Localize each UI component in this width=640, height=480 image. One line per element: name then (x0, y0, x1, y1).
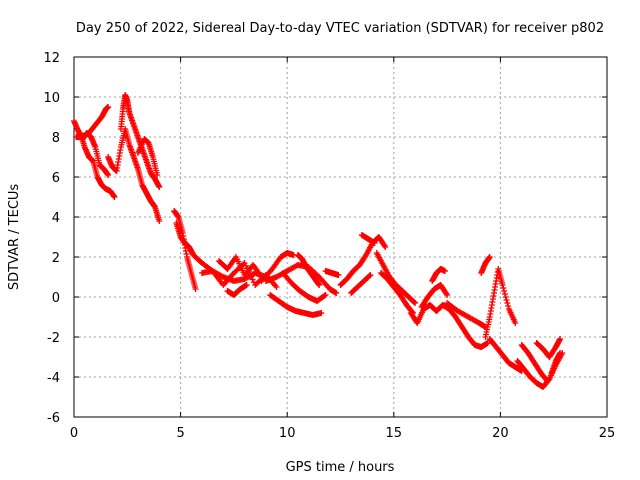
series-arc19 (348, 272, 374, 296)
data-point (322, 292, 329, 298)
data-point (156, 184, 163, 190)
y-tick-label: 6 (52, 171, 60, 186)
y-tick-label: 2 (52, 251, 60, 266)
data-point (486, 254, 493, 260)
series-arc24 (418, 282, 451, 310)
series-arc17 (322, 268, 342, 278)
x-axis-label: GPS time / hours (286, 460, 395, 475)
data-point (411, 299, 418, 306)
x-tick-label: 0 (70, 426, 78, 441)
data-point (242, 262, 249, 269)
grid-lines (74, 57, 607, 417)
data-point (105, 104, 112, 110)
series-arc13 (258, 250, 297, 284)
data-point (557, 336, 564, 342)
x-tick-label: 20 (492, 426, 509, 441)
x-tick-label: 15 (386, 426, 403, 441)
data-point (156, 218, 163, 224)
data-point (367, 272, 374, 278)
data-point (484, 340, 491, 346)
data-points (71, 92, 566, 390)
y-tick-label: 10 (43, 91, 60, 106)
y-tick-label: 8 (52, 131, 60, 146)
y-axis-label: SDTVAR / TECUs (7, 184, 22, 291)
y-tick-label: 4 (52, 211, 60, 226)
data-point (105, 172, 112, 178)
data-point (502, 294, 509, 300)
series-arc25 (429, 266, 448, 284)
series-arc16 (294, 252, 323, 288)
data-point (503, 297, 510, 303)
y-tick-label: -2 (47, 331, 60, 346)
x-tick-label: 25 (599, 426, 616, 441)
data-point (154, 172, 161, 178)
data-point (441, 268, 448, 274)
series-arc4 (105, 126, 163, 224)
data-point (501, 291, 508, 297)
data-point (504, 300, 511, 306)
series-arc22 (378, 270, 416, 316)
data-point (243, 282, 250, 288)
data-point (249, 276, 256, 283)
data-point (443, 290, 450, 297)
y-tick-label: -4 (47, 371, 60, 386)
data-point (381, 242, 388, 249)
series-arc31 (518, 342, 551, 384)
series-arc6 (134, 136, 161, 178)
y-tick-label: 0 (52, 291, 60, 306)
series-arc3 (73, 104, 112, 140)
data-point (505, 303, 512, 309)
series-arc33 (548, 350, 564, 376)
data-point (501, 288, 508, 294)
data-point (111, 194, 118, 200)
data-point (512, 320, 519, 326)
data-point (314, 272, 321, 279)
data-point (192, 286, 199, 292)
plot-frame (73, 56, 608, 418)
data-point (321, 292, 328, 299)
data-point (335, 272, 342, 278)
data-point (241, 260, 248, 266)
series-arc11 (224, 282, 250, 298)
series-arc2 (77, 130, 118, 200)
series-arc15 (279, 270, 329, 304)
series-arc28 (478, 254, 493, 276)
data-point (318, 310, 325, 316)
y-tick-label: 12 (43, 51, 60, 66)
series-arc23 (407, 302, 491, 350)
data-point (499, 282, 506, 288)
data-point (412, 300, 419, 306)
series-arc29 (486, 336, 525, 374)
data-point (543, 377, 550, 383)
data-point (218, 273, 225, 280)
data-point (500, 285, 507, 291)
series-arc14 (267, 292, 325, 318)
data-point (382, 244, 389, 250)
chart-title: Day 250 of 2022, Sidereal Day-to-day VTE… (76, 21, 604, 36)
data-point (333, 290, 340, 296)
series-arc20 (358, 232, 378, 246)
data-point (444, 292, 451, 298)
y-axis-ticks: -6 -4 -2 0 2 4 6 8 10 12 (43, 51, 607, 426)
x-axis-ticks: 0 5 10 15 20 25 (70, 57, 615, 441)
x-tick-label: 10 (279, 426, 296, 441)
data-point (366, 272, 373, 279)
series-arc10 (215, 254, 265, 280)
data-point (273, 284, 280, 290)
data-point (316, 282, 323, 288)
data-point (248, 273, 255, 280)
series-arc8 (173, 220, 269, 284)
data-point (557, 350, 564, 356)
x-tick-label: 5 (176, 426, 184, 441)
series-arc32 (533, 336, 564, 360)
series-arc26 (444, 300, 489, 330)
data-point (544, 378, 551, 384)
series-arc21 (373, 250, 419, 306)
y-tick-label: -6 (47, 411, 60, 426)
data-point (371, 240, 378, 246)
series-arc27 (482, 266, 519, 340)
series-arc7 (171, 208, 199, 292)
